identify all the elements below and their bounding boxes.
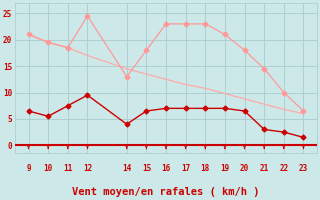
X-axis label: Vent moyen/en rafales ( km/h ): Vent moyen/en rafales ( km/h ) [72, 187, 260, 197]
